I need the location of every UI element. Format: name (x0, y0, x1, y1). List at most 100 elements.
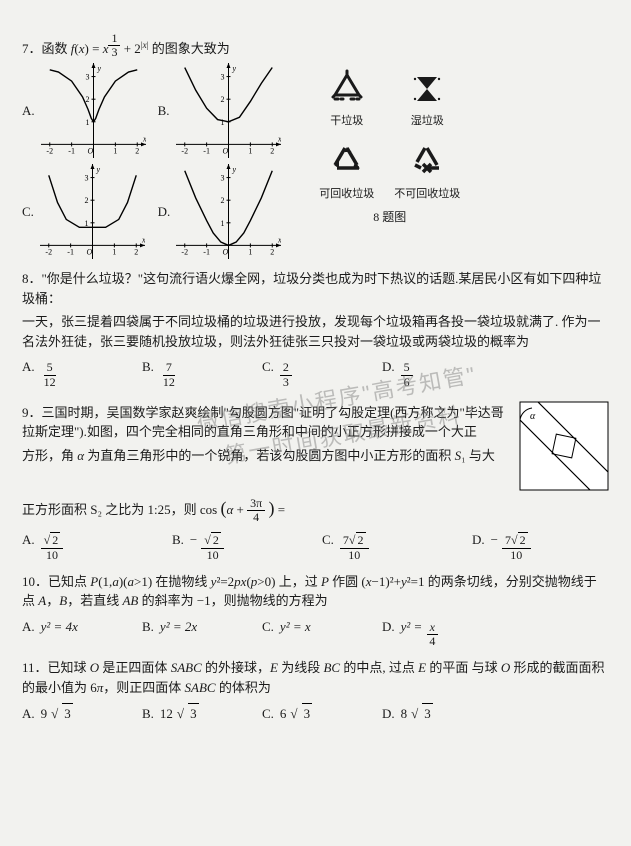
bin-norecycle-label: 不可回收垃圾 (394, 186, 460, 203)
q9-l3-post: = (278, 502, 285, 517)
bin-recycle-label: 可回收垃圾 (319, 186, 374, 203)
bin-dry: 干垃圾 (319, 67, 374, 130)
svg-text:1: 1 (113, 147, 117, 156)
svg-text:2: 2 (135, 147, 139, 156)
q8: 8．"你是什么垃圾？"这句流行语火爆全网，垃圾分类也成为时下热议的话题.某居民小… (22, 269, 609, 388)
svg-text:2: 2 (220, 96, 224, 105)
svg-text:-1: -1 (68, 147, 75, 156)
svg-text:x: x (277, 236, 281, 245)
q10-opt-D: D. y² = x4 (382, 617, 502, 648)
q9-opts: A. 210 B. − 210 C. 7210 D. − 7210 (22, 530, 609, 561)
q9-figure: α (519, 401, 609, 491)
norecycle-icon (405, 140, 449, 184)
svg-text:x: x (141, 236, 145, 245)
svg-text:y: y (96, 64, 101, 73)
svg-text:-2: -2 (46, 147, 53, 156)
svg-text:3: 3 (85, 73, 89, 82)
svg-text:1: 1 (248, 147, 252, 156)
q9: 9．三国时期，吴国数学家赵爽绘制"勾股圆方图"证明了勾股定理(西方称之为"毕达哥… (22, 399, 609, 562)
svg-text:2: 2 (85, 96, 89, 105)
q10-opts: A.y² = 4x B.y² = 2x C.y² = x D. y² = x4 (22, 617, 609, 648)
svg-text:y: y (231, 64, 236, 73)
bins-caption: 8 题图 (319, 202, 460, 226)
q7-label-D: D. (158, 202, 171, 222)
svg-text:y: y (95, 165, 100, 174)
q7-opt-A: A. -2 -1 1 2 1 2 3y x O (22, 63, 146, 158)
svg-text:1: 1 (112, 248, 116, 257)
q7-bins-block: 干垃圾 湿垃圾 (319, 63, 460, 226)
q8B-num: 7 (163, 361, 175, 375)
q9-opt-B: B. − 210 (172, 530, 322, 561)
q8A-den: 12 (41, 376, 59, 389)
q10-opt-C: C.y² = x (262, 617, 382, 648)
svg-text:2: 2 (84, 197, 88, 206)
q7-opt-D: D. -2-112123yxO (158, 164, 282, 259)
svg-text:3: 3 (221, 174, 225, 183)
svg-text:1: 1 (221, 219, 225, 228)
dry-icon (325, 67, 369, 111)
q8A-num: 5 (44, 361, 56, 375)
bin-wet: 湿垃圾 (394, 67, 460, 130)
q8C-num: 2 (280, 361, 292, 375)
svg-text:-1: -1 (67, 248, 74, 257)
bins-grid: 干垃圾 湿垃圾 (319, 67, 460, 202)
q9-opt-C: C. 7210 (322, 530, 472, 561)
q7-stem: 7．函数 f(x) = x13 + 2|x| 的图象大致为 (22, 32, 609, 59)
q8-line1: 8．"你是什么垃圾？"这句流行语火爆全网，垃圾分类也成为时下热议的话题.某居民小… (22, 269, 609, 308)
recycle-icon (325, 140, 369, 184)
svg-text:y: y (232, 165, 237, 174)
q11-opts: A. 93 B. 123 C. 63 D. 83 (22, 703, 609, 724)
q7-graph-A: -2 -1 1 2 1 2 3y x O (41, 63, 146, 158)
svg-text:-2: -2 (182, 248, 189, 257)
q8-opt-C: C. 23 (262, 357, 382, 388)
svg-text:3: 3 (220, 73, 224, 82)
q7-label-A: A. (22, 101, 35, 121)
q9-arg-den: 4 (250, 511, 262, 524)
svg-text:x: x (142, 135, 146, 144)
q8-opt-B: B. 712 (142, 357, 262, 388)
svg-text:1: 1 (249, 248, 253, 257)
q9-arg-num: 3π (247, 497, 265, 511)
svg-text:3: 3 (84, 174, 88, 183)
svg-text:α: α (530, 411, 536, 422)
q7-label-B: B. (158, 101, 170, 121)
q8-opt-A: A. 512 (22, 357, 142, 388)
q7-graph-grid: A. -2-112123yxO B. -2-112123yxO C. -2-11… (22, 63, 305, 259)
bin-wet-label: 湿垃圾 (411, 113, 444, 130)
bin-dry-label: 干垃圾 (330, 113, 363, 130)
svg-text:O: O (223, 248, 229, 257)
svg-text:1: 1 (85, 118, 89, 127)
svg-text:1: 1 (84, 219, 88, 228)
q9-line1: 9．三国时期，吴国数学家赵爽绘制"勾股圆方图"证明了勾股定理(西方称之为"毕达哥… (22, 403, 507, 442)
q10-line1: 10．已知点 P(1,a)(a>1) 在抛物线 y²=2px(p>0) 上，过 … (22, 572, 609, 611)
q11-opt-C: C. 63 (262, 703, 382, 724)
q10-opt-A: A.y² = 4x (22, 617, 142, 648)
q11: 11．已知球 O 是正四面体 SABC 的外接球，E 为线段 BC 的中点, 过… (22, 658, 609, 724)
svg-text:-2: -2 (45, 248, 52, 257)
q7-opt-B: B. -2-112123yxO (158, 63, 282, 158)
q8-opt-D: D. 56 (382, 357, 502, 388)
q9-line2: 方形，角 α 为直角三角形中的一个锐角，若该勾股圆方图中小正方形的面积 S₁ 与… (22, 446, 507, 466)
q10: 10．已知点 P(1,a)(a>1) 在抛物线 y²=2px(p>0) 上，过 … (22, 572, 609, 648)
svg-text:2: 2 (271, 248, 275, 257)
q7-graph-D: -2-112123yxO (176, 164, 281, 259)
q10-opt-B: B.y² = 2x (142, 617, 262, 648)
q11-opt-B: B. 123 (142, 703, 262, 724)
q8-line2: 一天，张三提着四袋属于不同垃圾桶的垃圾进行投放，发现每个垃圾箱再各投一袋垃圾就满… (22, 312, 609, 351)
q11-opt-A: A. 93 (22, 703, 142, 724)
svg-text:-2: -2 (181, 147, 188, 156)
svg-text:2: 2 (221, 197, 225, 206)
svg-text:O: O (86, 248, 92, 257)
q8B-den: 12 (160, 376, 178, 389)
q9-l3-pre: 正方形面积 S₂ 之比为 1:25，则 cos (22, 502, 217, 517)
q9-opt-A: A. 210 (22, 530, 172, 561)
q8C-den: 3 (280, 376, 292, 389)
svg-text:O: O (87, 147, 93, 156)
q7-opt-C: C. -2 -1 1 2 1 2 3y x O (22, 164, 146, 259)
q7-label-C: C. (22, 202, 34, 222)
svg-text:1: 1 (220, 118, 224, 127)
wet-icon (405, 67, 449, 111)
svg-text:2: 2 (270, 147, 274, 156)
svg-text:2: 2 (134, 248, 138, 257)
q9-line3: 正方形面积 S₂ 之比为 1:25，则 cos (α + 3π4 ) = (22, 495, 609, 525)
